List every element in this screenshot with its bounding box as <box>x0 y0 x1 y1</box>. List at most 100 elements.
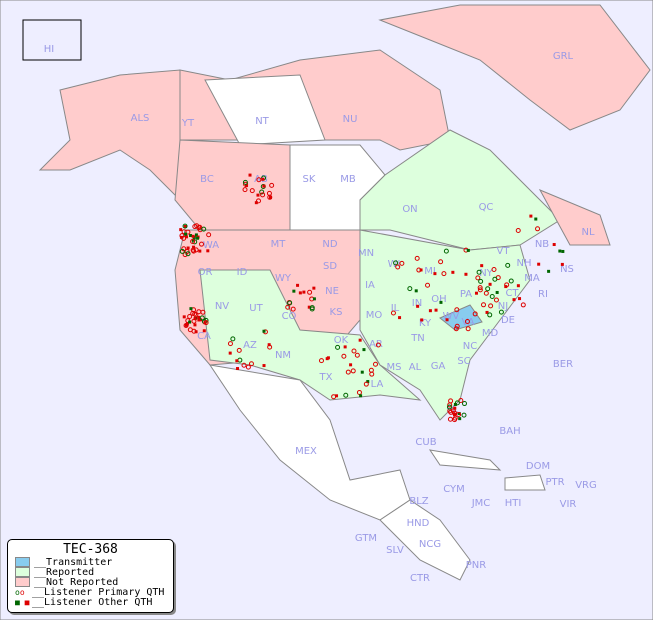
listener-primary-qth <box>307 289 313 295</box>
listener-other-qth <box>248 173 252 177</box>
listener-other-qth <box>312 286 316 290</box>
listener-other-qth <box>184 232 188 236</box>
listener-primary-qth <box>425 282 431 288</box>
listener-primary-qth <box>407 286 413 292</box>
listener-primary-qth <box>458 397 464 403</box>
region-label-als: ALS <box>131 113 150 124</box>
listener-primary-qth <box>183 322 189 328</box>
region-label-il: IL <box>391 303 400 314</box>
listener-primary-qth <box>285 304 291 310</box>
alaska <box>38 69 181 202</box>
region-label-sd: SD <box>323 261 337 272</box>
listener-other-qth <box>534 217 538 221</box>
listener-other-qth <box>495 290 499 294</box>
listener-primary-qth <box>227 341 233 347</box>
listener-primary-qth <box>461 412 467 418</box>
listener-primary-qth <box>395 264 401 270</box>
region-label-grl: GRL <box>553 51 574 62</box>
reported-swatch <box>15 567 30 577</box>
region-label-id: ID <box>237 267 248 278</box>
listener-primary-qth <box>520 302 526 308</box>
region-label-nu: NU <box>343 114 358 125</box>
listener-other-qth <box>464 272 468 276</box>
transmitter-swatch <box>15 557 30 567</box>
region-label-slv: SLV <box>386 545 404 556</box>
listener-other-qth <box>529 214 533 218</box>
region-label-ncg: NCG <box>419 539 441 550</box>
region-label-ny: NY <box>479 268 493 279</box>
listener-primary-qth <box>354 352 360 358</box>
region-label-ns: NS <box>560 264 574 275</box>
region-label-pa: PA <box>460 289 472 300</box>
region-label-az: AZ <box>243 340 257 351</box>
listener-primary-qth <box>191 318 197 324</box>
listener-other-qth <box>453 402 457 406</box>
legend-other: ■ ■ __Listener Other QTH <box>15 597 173 608</box>
listener-other-qth <box>236 367 240 371</box>
listener-other-qth <box>197 315 201 319</box>
region-label-dom: DOM <box>526 461 550 472</box>
listener-other-qth <box>516 284 520 288</box>
listener-other-qth <box>488 282 492 286</box>
listener-primary-qth <box>182 223 188 229</box>
listener-primary-qth <box>493 297 499 303</box>
listener-other-qth <box>188 320 192 324</box>
region-label-mn: MN <box>358 248 374 259</box>
listener-other-qth <box>558 249 562 253</box>
region-label-nj: NJ <box>498 301 508 312</box>
legend-label: __Transmitter <box>34 556 113 568</box>
listener-primary-qth <box>393 260 399 266</box>
listener-primary-qth <box>446 404 452 410</box>
listener-other-qth <box>197 318 201 322</box>
nl <box>538 188 611 246</box>
listener-primary-qth <box>416 267 422 273</box>
region-label-mex: MEX <box>295 446 317 457</box>
listener-primary-qth <box>201 226 207 232</box>
region-label-ks: KS <box>330 307 343 318</box>
legend-not-reported: __Not Reported <box>15 577 173 588</box>
listener-other-qth <box>434 308 438 312</box>
listener-primary-qth <box>454 400 460 406</box>
listener-primary-qth <box>179 233 185 239</box>
region-label-ber: BER <box>553 359 573 370</box>
listener-other-qth <box>474 291 478 295</box>
listener-other-qth <box>416 304 420 308</box>
listener-primary-qth <box>335 344 341 350</box>
listener-primary-qth <box>193 247 199 253</box>
listener-primary-qth <box>375 342 381 348</box>
region-label-nl: NL <box>581 227 594 238</box>
listener-primary-qth <box>269 182 275 188</box>
region-label-mi: MI <box>424 266 436 277</box>
listener-primary-qth <box>481 302 487 308</box>
listener-other-qth <box>262 329 266 333</box>
region-label-ct: CT <box>505 288 519 299</box>
listener-primary-qth <box>477 285 483 291</box>
listener-primary-qth <box>475 275 481 281</box>
listener-primary-qth <box>200 309 206 315</box>
listener-primary-qth <box>190 239 196 245</box>
region-label-mb: MB <box>340 174 356 185</box>
legend-reported: __Reported <box>15 567 173 578</box>
listener-primary-qth <box>256 177 262 183</box>
listener-primary-qth <box>390 310 396 316</box>
listener-primary-qth <box>259 189 265 195</box>
listener-primary-qth <box>341 353 347 359</box>
listener-primary-qth <box>318 358 324 364</box>
region-label-vir: VIR <box>560 499 577 510</box>
listener-other-qth <box>485 310 489 314</box>
listener-primary-qth <box>472 311 478 317</box>
listener-primary-qth <box>242 179 248 185</box>
listener-primary-qth <box>454 307 460 313</box>
listener-other-qth <box>254 201 258 205</box>
region-label-hi: HI <box>44 44 54 55</box>
listener-other-qth <box>560 262 564 266</box>
other-qth-icon: ■ ■ <box>15 597 30 607</box>
primary-qth-icon: oo <box>15 587 25 597</box>
listener-other-qth <box>453 406 457 410</box>
listener-other-qth <box>359 394 363 398</box>
listener-primary-qth <box>206 232 212 238</box>
listener-primary-qth <box>185 229 191 235</box>
region-label-tx: TX <box>319 372 333 383</box>
region-label-ia: IA <box>365 280 375 291</box>
listener-other-qth <box>196 236 200 240</box>
